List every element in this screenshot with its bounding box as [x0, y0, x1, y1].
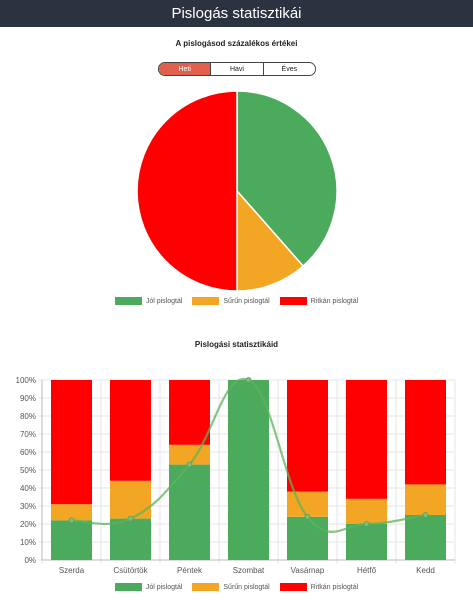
trend-point-5[interactable] — [363, 521, 370, 527]
bar-chart-title: Pislogási statisztikáid — [194, 340, 279, 349]
legend-item-rare[interactable]: Ritkán pislogtál — [279, 297, 359, 305]
bar-segment-2-1[interactable] — [110, 380, 151, 481]
trend-point-1[interactable] — [127, 515, 134, 522]
bar-segment-2-4[interactable] — [287, 380, 328, 492]
legend-item-frequent[interactable]: Sűrűn pislogtál — [192, 297, 270, 305]
trend-point-6[interactable] — [422, 512, 429, 518]
bar-legend-swatch-good — [114, 583, 142, 591]
bar-segment-1-0[interactable] — [51, 504, 92, 521]
bar-legend-item-rare[interactable]: Ritkán pislogtál — [279, 583, 359, 591]
legend-item-good[interactable]: Jól pislogtál — [114, 297, 183, 305]
bar-segment-1-2[interactable] — [169, 444, 210, 465]
y-tick-label: 20% — [20, 520, 36, 529]
y-tick-label: 0% — [24, 556, 36, 565]
bar-legend-swatch-frequent — [192, 583, 220, 591]
y-tick-label: 70% — [20, 430, 36, 439]
bar-legend: Jól pislogtál Sűrűn pislogtál Ritkán pis… — [0, 583, 473, 591]
bar-legend-item-frequent[interactable]: Sűrűn pislogtál — [192, 583, 270, 591]
x-tick-label: Csütörtök — [113, 566, 148, 575]
bar-segment-0-5[interactable] — [346, 524, 387, 560]
trend-point-3[interactable] — [245, 377, 252, 383]
x-tick-label: Vasárnap — [291, 566, 325, 575]
x-tick-label: Szerda — [59, 566, 85, 575]
y-tick-label: 50% — [20, 466, 36, 475]
pie-chart — [136, 90, 338, 292]
bar-segment-0-0[interactable] — [51, 520, 92, 560]
bar-segment-0-4[interactable] — [287, 516, 328, 560]
bar-segment-1-5[interactable] — [346, 498, 387, 524]
legend-label-good: Jól pislogtál — [145, 297, 183, 305]
bar-segment-2-6[interactable] — [405, 380, 446, 485]
legend-swatch-rare — [279, 297, 307, 305]
y-tick-label: 40% — [20, 484, 36, 493]
x-tick-label: Szombat — [233, 566, 265, 575]
pie-slice-0[interactable] — [236, 90, 338, 268]
app-header: Pislogás statisztikái — [0, 0, 473, 27]
x-tick-label: Péntek — [177, 566, 203, 575]
bar-segment-1-4[interactable] — [287, 491, 328, 517]
bar-segment-0-2[interactable] — [169, 464, 210, 560]
bar-segment-2-0[interactable] — [51, 380, 92, 505]
bar-legend-item-good[interactable]: Jól pislogtál — [114, 583, 183, 591]
bar-segment-0-3[interactable] — [228, 380, 269, 560]
bar-segment-2-5[interactable] — [346, 380, 387, 499]
y-tick-label: 100% — [16, 376, 36, 385]
bar-segment-0-1[interactable] — [110, 518, 151, 560]
bar-segment-0-6[interactable] — [405, 515, 446, 560]
trend-point-0[interactable] — [68, 517, 75, 524]
bar-legend-label-frequent: Sűrűn pislogtál — [223, 583, 270, 591]
bar-segment-1-1[interactable] — [110, 480, 151, 519]
period-tabs: Heti Havi Éves — [158, 62, 316, 76]
bar-legend-swatch-rare — [279, 583, 307, 591]
tab-yearly[interactable]: Éves — [262, 63, 315, 75]
y-tick-label: 60% — [20, 448, 36, 457]
x-tick-label: Hétfő — [357, 566, 377, 575]
bar-legend-label-good: Jól pislogtál — [145, 583, 183, 591]
trend-point-2[interactable] — [186, 461, 193, 468]
bar-chart: 0% 10% 20% 30% 40% 50% 60% 70% 80% 90% 100% Szerda C… — [16, 376, 456, 575]
y-tick-label: 10% — [20, 538, 36, 547]
bar-legend-label-rare: Ritkán pislogtál — [310, 583, 359, 591]
pie-legend: Jól pislogtál Sűrűn pislogtál Ritkán pis… — [0, 297, 473, 305]
y-tick-label: 90% — [20, 394, 36, 403]
legend-label-rare: Ritkán pislogtál — [310, 297, 359, 305]
pie-slice-1[interactable] — [236, 189, 305, 292]
page-title: Pislogás statisztikái — [171, 5, 302, 22]
trend-point-4[interactable] — [304, 513, 311, 520]
pie-chart-title: A pislogásod százalékos értékei — [175, 39, 298, 48]
legend-swatch-frequent — [192, 297, 220, 305]
y-tick-label: 30% — [20, 502, 36, 511]
pie-slice-2[interactable] — [136, 90, 238, 292]
y-tick-label: 80% — [20, 412, 36, 421]
bar-segment-2-2[interactable] — [169, 380, 210, 445]
legend-label-frequent: Sűrűn pislogtál — [223, 297, 270, 305]
x-tick-label: Kedd — [416, 566, 435, 575]
bar-segment-1-6[interactable] — [405, 484, 446, 515]
tab-monthly[interactable]: Havi — [210, 63, 263, 75]
tab-weekly[interactable]: Heti — [159, 63, 211, 75]
legend-swatch-good — [114, 297, 142, 305]
